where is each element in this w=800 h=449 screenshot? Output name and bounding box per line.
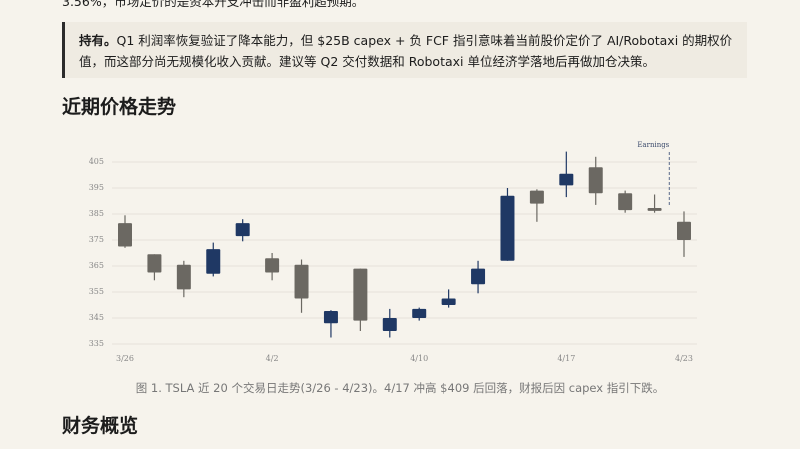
y-tick-label: 375 [89, 235, 104, 244]
candle-body [294, 264, 309, 299]
heading: 近期价格走势 [62, 96, 177, 118]
x-tick-label: 4/2 [266, 354, 279, 363]
callout: 持有。Q1 利润率恢复验证了降本能力，但 $25B capex + 负 FCF … [62, 22, 747, 78]
candle-body [118, 223, 132, 247]
x-tick-label: 4/10 [410, 354, 428, 363]
annotation: Earnings [637, 141, 669, 149]
candle-body [529, 190, 544, 204]
callout-body: Q1 利润率恢复验证了降本能力，但 $25B capex + 负 FCF 指引意… [79, 33, 733, 69]
candle-body [677, 221, 691, 240]
intro-text: 3.56%，市场定价的是资本开支冲击而非盈利超预期。 [62, 0, 365, 9]
heading: 财务概览 [62, 415, 139, 437]
candle-body [353, 268, 368, 321]
candle-body [559, 173, 574, 186]
y-tick-label: 365 [89, 261, 104, 270]
candle-body [647, 208, 662, 211]
callout-lead: 持有。 [79, 33, 117, 48]
candle-body [618, 193, 633, 211]
x-tick-label: 4/23 [675, 354, 693, 363]
y-tick-label: 395 [89, 183, 104, 192]
y-tick-label: 385 [89, 209, 104, 218]
candle-body [588, 167, 603, 194]
y-tick-label: 355 [89, 287, 104, 296]
x-tick-label: 4/17 [557, 354, 575, 363]
y-tick-label: 345 [89, 313, 104, 322]
candle-body [441, 298, 456, 305]
candle-body [382, 318, 397, 331]
chart: 335 345 355 365 375 385 395 405 3/26 4/2 4/10 4/17 4… [89, 141, 697, 363]
candle-body [147, 254, 162, 273]
candle-body [235, 223, 250, 237]
candle-body [500, 195, 515, 261]
caption: 图 1. TSLA 近 20 个交易日走势(3/26 - 4/23)。4/17 … [135, 381, 665, 395]
y-tick-label: 335 [89, 339, 104, 348]
candle-body [471, 268, 486, 285]
candle-body [265, 258, 280, 273]
y-tick-label: 405 [89, 157, 104, 166]
candle-body [176, 264, 191, 290]
candle-body [323, 310, 338, 324]
candle-body [412, 308, 427, 318]
candle-body [206, 249, 221, 274]
x-tick-label: 3/26 [116, 354, 134, 363]
